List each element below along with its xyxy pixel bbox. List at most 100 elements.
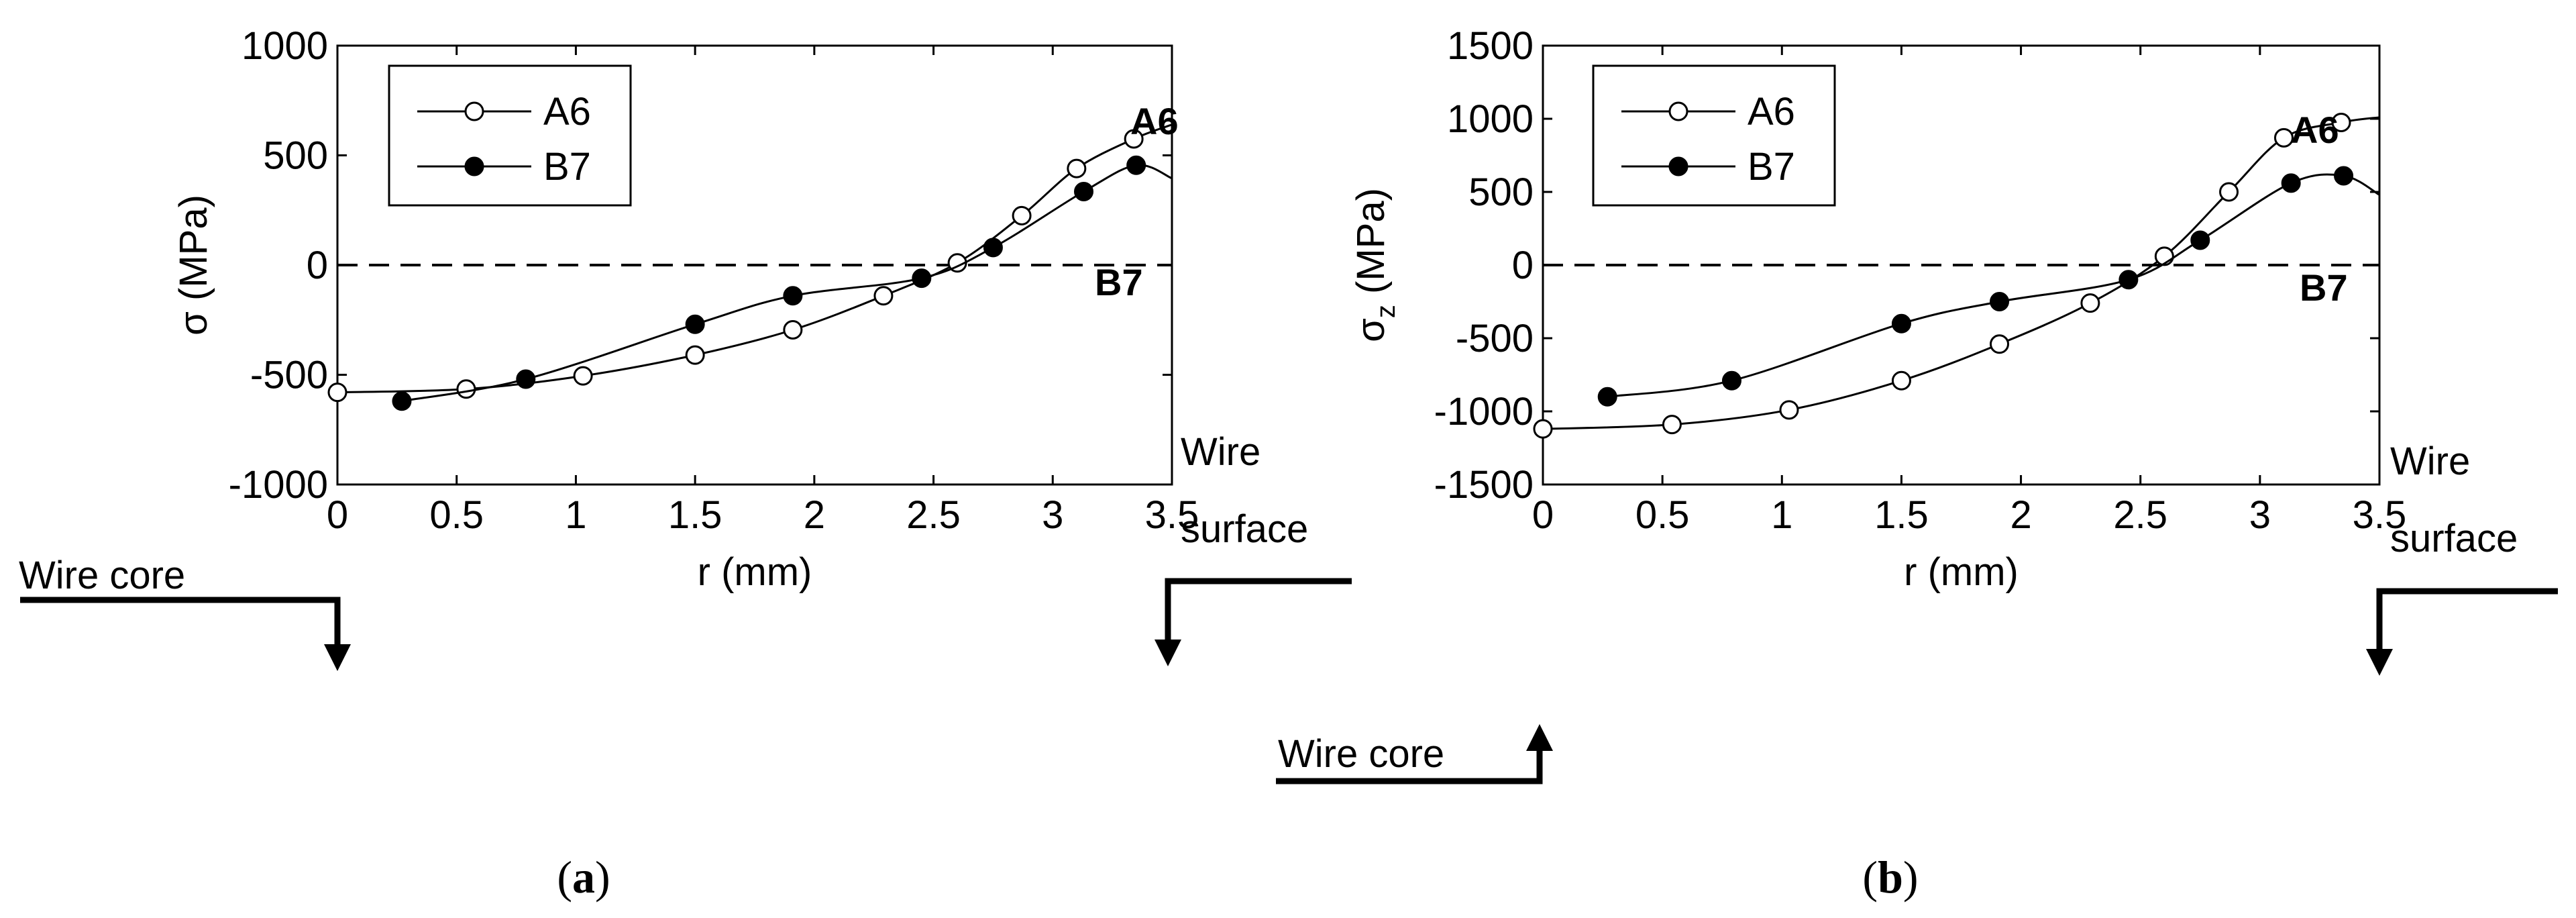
panel-caption: (a) — [557, 852, 610, 903]
wire-core-label: Wire core — [1278, 732, 1444, 776]
x-tick-label: 0.5 — [1635, 493, 1690, 537]
data-point — [2273, 128, 2294, 148]
series-b7 — [392, 155, 1173, 411]
data-point — [873, 286, 894, 306]
y-tick-label: -500 — [250, 354, 328, 397]
data-point — [1067, 158, 1087, 178]
data-point — [1533, 419, 1553, 439]
y-tick-label: -1500 — [1434, 463, 1534, 507]
legend-marker — [1668, 101, 1688, 121]
panel-caption: (b) — [1862, 852, 1918, 903]
data-point — [1891, 370, 1911, 391]
legend-label: B7 — [1748, 145, 1795, 189]
y-tick-label: 0 — [1512, 244, 1534, 287]
data-point — [1124, 129, 1144, 149]
data-point — [783, 319, 803, 340]
legend-box — [1592, 64, 1836, 207]
data-point — [327, 382, 347, 403]
wire-surface-label-2: surface — [1181, 507, 1308, 551]
y-tick-label: 500 — [1468, 170, 1534, 214]
series-annotation-a6: A6 — [2291, 109, 2339, 151]
data-point — [1073, 181, 1093, 201]
series-line — [401, 164, 1173, 403]
data-point — [2190, 230, 2210, 250]
data-point — [1662, 415, 1682, 435]
data-point — [2080, 293, 2100, 313]
wire-core-label: Wire core — [19, 554, 185, 597]
x-tick-label: 1.5 — [668, 493, 722, 537]
data-point — [516, 369, 536, 389]
chart-panel-b: -1500 -1000 -500 0 500 1000 1500 0 0.5 1 1.5 2 2.5 3 3… — [1276, 24, 2558, 903]
y-axis-label: σ (MPa) — [172, 195, 215, 336]
wire-surface-marker: Wire surface — [2366, 440, 2558, 676]
y-axis-label: σz (MPa) — [1349, 188, 1401, 342]
data-point — [685, 345, 705, 365]
wire-surface-label-2: surface — [2390, 517, 2518, 560]
wire-surface-line — [1165, 578, 1352, 654]
legend-label: B7 — [543, 145, 591, 189]
wire-core-arrowhead — [324, 644, 351, 671]
x-tick-label: 1 — [1771, 493, 1792, 537]
data-point — [1990, 292, 2010, 311]
x-tick-label: 0.5 — [429, 493, 484, 537]
y-tick-label: -1000 — [229, 463, 328, 507]
data-point — [1126, 155, 1146, 175]
data-point — [983, 238, 1003, 258]
series-annotation-b7: B7 — [1095, 261, 1143, 303]
legend-box — [388, 64, 632, 207]
x-tick-label: 3.5 — [1145, 493, 1199, 537]
legend-label: A6 — [543, 90, 591, 134]
data-point — [685, 314, 705, 334]
data-point — [2118, 270, 2139, 290]
x-tick-label: 3.5 — [2353, 493, 2407, 537]
series-line — [1607, 173, 2380, 398]
x-tick-label: 3 — [2249, 493, 2271, 537]
y-tick-label: 500 — [263, 134, 328, 178]
x-tick-label: 1.5 — [1874, 493, 1929, 537]
x-tick-label: 2.5 — [2113, 493, 2167, 537]
wire-core-arrowhead — [1526, 724, 1553, 751]
y-tick-label: -1000 — [1434, 390, 1534, 434]
wire-surface-arrowhead — [2366, 649, 2393, 676]
chart-panel-a: -1000 -500 0 500 1000 0 0.5 1 1.5 2 2.5 3 3.5 r (mm) σ… — [19, 24, 1352, 903]
x-tick-label: 0 — [327, 493, 348, 537]
data-point — [392, 391, 412, 411]
data-point — [573, 366, 593, 386]
wire-surface-label-1: Wire — [1181, 430, 1260, 474]
legend-marker — [464, 156, 484, 176]
data-point — [1990, 334, 2010, 354]
y-tick-label: -500 — [1456, 317, 1534, 360]
legend-marker — [464, 101, 484, 121]
data-point — [1721, 370, 1741, 391]
legend-marker — [1668, 156, 1688, 176]
legend-label: A6 — [1748, 90, 1795, 134]
data-point — [456, 379, 476, 399]
x-tick-label: 0 — [1532, 493, 1554, 537]
x-tick-label: 2 — [804, 493, 825, 537]
data-point — [783, 286, 803, 306]
data-point — [1597, 387, 1617, 407]
y-tick-label: 1500 — [1447, 24, 1534, 68]
x-tick-label: 2 — [2010, 493, 2031, 537]
wire-core-line — [20, 597, 341, 659]
data-point — [1012, 205, 1032, 225]
x-tick-label: 1 — [565, 493, 586, 537]
wire-core-marker: Wire core — [19, 554, 351, 671]
data-point — [2331, 112, 2351, 132]
wire-surface-line — [2376, 588, 2558, 664]
data-point — [2334, 166, 2354, 186]
wire-surface-marker: Wire surface — [1155, 430, 1352, 666]
data-point — [2281, 173, 2301, 193]
wire-core-line — [1276, 736, 1543, 784]
data-point — [1891, 313, 1911, 334]
wire-core-marker: Wire core — [1276, 724, 1553, 784]
x-tick-label: 3 — [1042, 493, 1063, 537]
series-b7 — [1597, 166, 2380, 407]
data-point — [1779, 400, 1799, 420]
x-tick-label: 2.5 — [906, 493, 961, 537]
y-tick-label: 1000 — [241, 24, 328, 68]
y-tick-label: 1000 — [1447, 97, 1534, 141]
